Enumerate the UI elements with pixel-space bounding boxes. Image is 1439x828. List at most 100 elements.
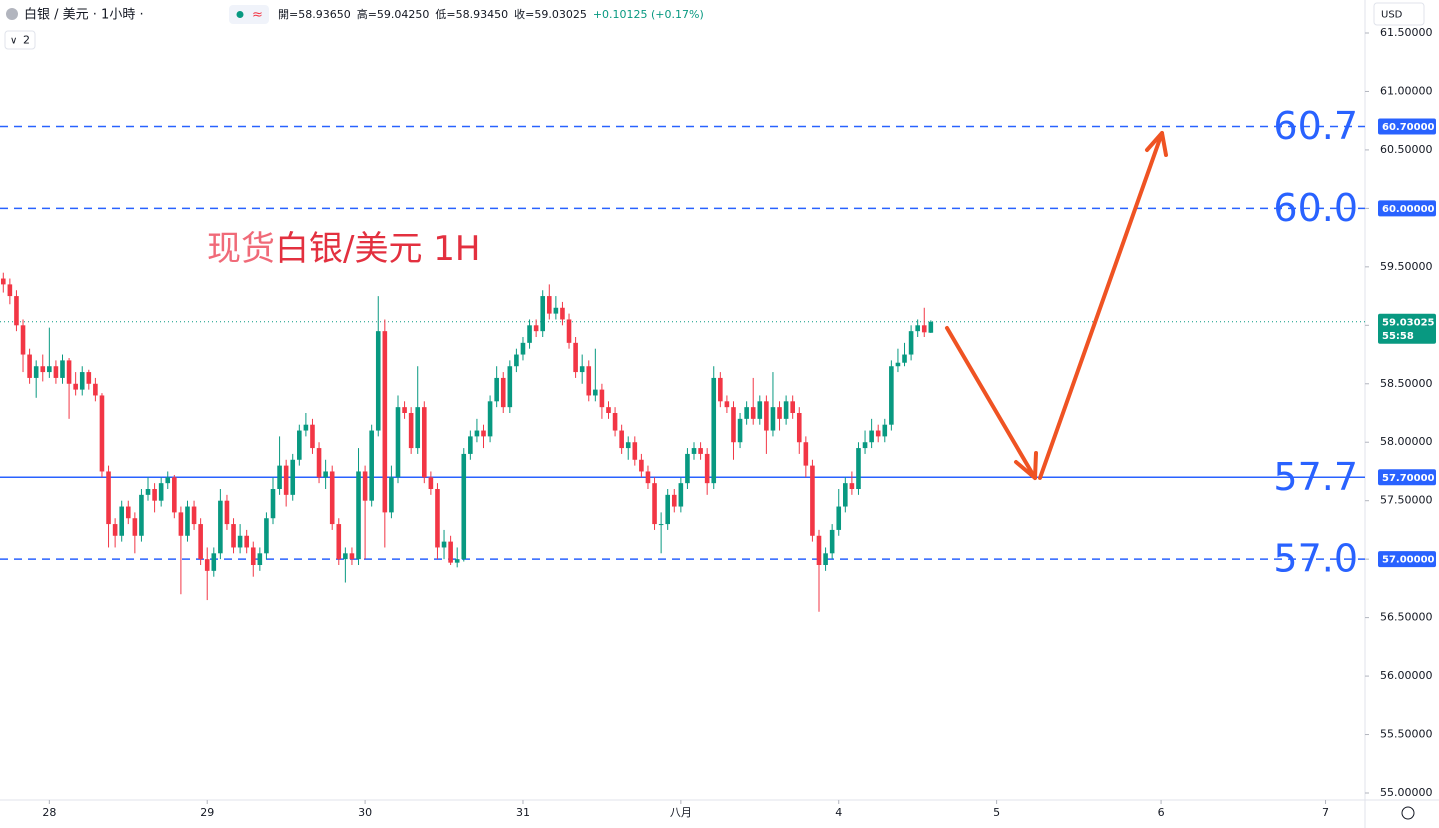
- candle-body: [711, 377, 717, 484]
- level-label: 57.0: [1273, 537, 1358, 581]
- x-tick-label: 6: [1158, 806, 1165, 819]
- y-tick-label: 55.50000: [1380, 728, 1433, 741]
- candle-body: [461, 453, 467, 560]
- x-tick-label: 5: [993, 806, 1000, 819]
- candle-body: [158, 483, 164, 501]
- candle-body: [744, 407, 749, 419]
- candle-body: [250, 547, 256, 565]
- candle-body: [895, 362, 901, 367]
- x-tick-label: 29: [200, 806, 214, 819]
- last-price-label: 59.03025: [1382, 317, 1435, 328]
- y-tick-label: 61.50000: [1380, 26, 1433, 39]
- currency[interactable]: USD: [1381, 10, 1403, 21]
- x-tick-label: 八月: [670, 806, 692, 819]
- candle-body: [106, 471, 111, 525]
- candle-body: [395, 407, 401, 478]
- candle-body: [691, 448, 697, 454]
- candle-body: [165, 477, 171, 484]
- candle-body: [297, 430, 302, 460]
- currency-button[interactable]: [1373, 2, 1425, 26]
- candle-body: [652, 483, 657, 525]
- settings-icon[interactable]: [1401, 806, 1415, 820]
- y-tick-label: 58.50000: [1380, 377, 1433, 390]
- candle-body: [362, 471, 368, 501]
- level-label: 60.0: [1273, 186, 1358, 230]
- candle-body: [560, 307, 565, 320]
- candle-body: [481, 430, 486, 437]
- ohlc-value: +0.10125 (+0.17%): [593, 8, 704, 21]
- candle-body: [783, 401, 789, 419]
- level-tag-label: 57.70000: [1382, 473, 1435, 484]
- candle-body: [915, 325, 920, 332]
- candle-body: [796, 413, 802, 443]
- y-tick-label: 55.00000: [1380, 786, 1433, 799]
- candle-body: [191, 506, 197, 525]
- candle-body: [283, 465, 289, 495]
- annotation-part: 白银/美元 1H: [275, 229, 480, 269]
- candle-body: [625, 442, 631, 449]
- candle-body: [402, 407, 407, 413]
- candle-body: [415, 407, 421, 449]
- x-tick-label: 4: [835, 806, 842, 819]
- candle-body: [204, 559, 210, 571]
- candle-body: [586, 366, 592, 396]
- candle-body: [698, 448, 703, 454]
- level-tag: [1378, 469, 1436, 486]
- candle-body: [823, 553, 828, 565]
- candle-body: [671, 494, 677, 507]
- candle-body: [125, 506, 131, 519]
- symbol-title: 白银 / 美元 · 1小時 ·: [24, 7, 144, 23]
- candle-body: [790, 401, 795, 413]
- arrow-up: [1038, 131, 1164, 480]
- candle-body: [441, 541, 447, 548]
- y-tick-label: 57.50000: [1380, 494, 1433, 507]
- indicator-arrow: ∨: [10, 36, 17, 47]
- candle-body: [566, 319, 572, 343]
- x-tick-label: 30: [358, 806, 372, 819]
- candle-body: [231, 524, 236, 548]
- indicator-count[interactable]: 2: [23, 34, 30, 47]
- candle-body: [20, 325, 26, 355]
- candle-body: [639, 459, 644, 472]
- candle-body: [889, 366, 894, 425]
- candle-body: [507, 366, 513, 408]
- candle-body: [856, 448, 861, 489]
- candle-body: [658, 524, 664, 526]
- candle-body: [553, 307, 559, 314]
- candle-body: [93, 383, 98, 396]
- candle-body: [829, 529, 835, 554]
- level-tag: [1378, 551, 1436, 568]
- candle-body: [218, 500, 223, 554]
- candle-body: [145, 489, 151, 495]
- candle-body: [612, 413, 618, 431]
- candle-body: [132, 518, 138, 536]
- ohlc-header: 開=58.93650 高=59.04250 低=58.93450 收=59.03025…: [278, 7, 704, 21]
- candle-body: [422, 407, 427, 478]
- candle-body: [875, 430, 881, 437]
- last-price-tag: [1378, 313, 1436, 344]
- candle-body: [843, 483, 848, 507]
- candle-body: [237, 535, 243, 548]
- candle-body: [908, 331, 914, 355]
- candle-body: [66, 360, 72, 384]
- candle-body: [7, 284, 13, 297]
- ohlc-value: 開=58.93650: [278, 8, 351, 21]
- candle-body: [303, 424, 309, 431]
- annotation: 现货白银/美元 1H: [207, 229, 480, 269]
- plot: [0, 125, 1365, 612]
- candle-body: [73, 383, 78, 390]
- level-tag-label: 60.00000: [1382, 204, 1435, 215]
- candle-body: [836, 506, 842, 530]
- candle-body: [764, 401, 769, 431]
- candle-body: [53, 366, 59, 378]
- candle-body: [770, 407, 776, 431]
- candle-body: [862, 442, 868, 449]
- candle-body: [724, 401, 730, 408]
- indicator-toggle[interactable]: [4, 30, 36, 50]
- annotation-part: 现货: [207, 229, 275, 269]
- candle-body: [579, 366, 585, 373]
- candle-body: [928, 321, 934, 333]
- arrow-head: [1014, 451, 1038, 480]
- candle-body: [277, 465, 282, 489]
